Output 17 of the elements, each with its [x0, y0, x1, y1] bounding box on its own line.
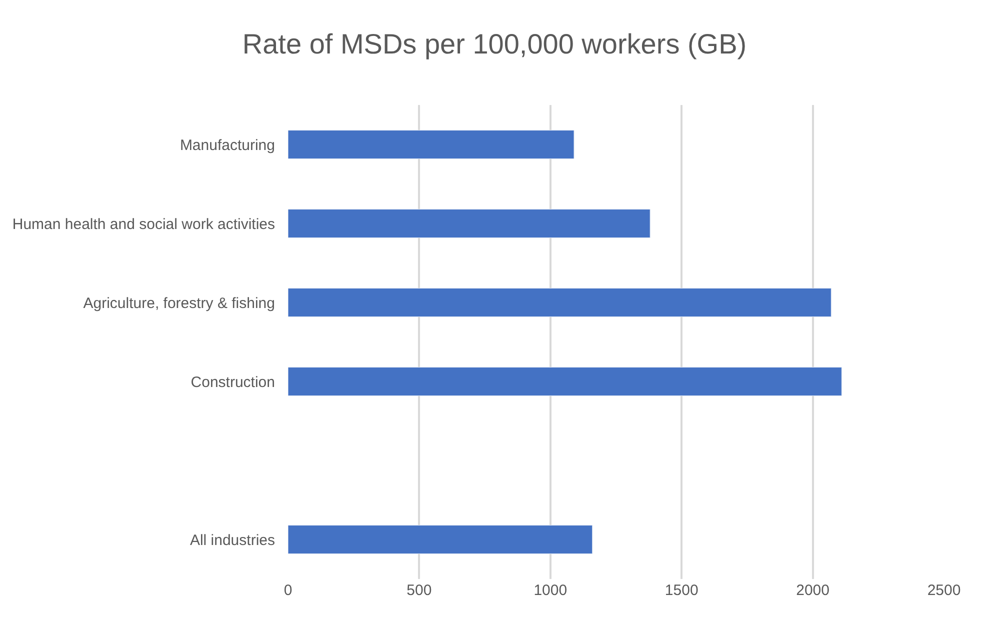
bar	[288, 367, 842, 396]
x-tick-label: 1500	[664, 582, 698, 599]
bar	[288, 209, 650, 238]
y-tick-label: Manufacturing	[180, 136, 275, 154]
x-tick-label: 0	[284, 582, 292, 599]
y-tick-label: Human health and social work activities	[12, 216, 275, 233]
bar	[288, 525, 593, 554]
x-tick-label: 1000	[534, 582, 568, 599]
bar	[288, 288, 832, 317]
y-tick-label: Agriculture, forestry & fishing	[83, 294, 275, 312]
x-tick-label: 2000	[796, 582, 830, 599]
chart-title: Rate of MSDs per 100,000 workers (GB)	[242, 28, 747, 60]
bar	[288, 130, 574, 159]
y-tick-label: Construction	[190, 374, 275, 391]
x-tick-label: 500	[406, 582, 432, 599]
y-tick-label: All industries	[190, 532, 275, 549]
x-tick-label: 2500	[927, 582, 961, 599]
